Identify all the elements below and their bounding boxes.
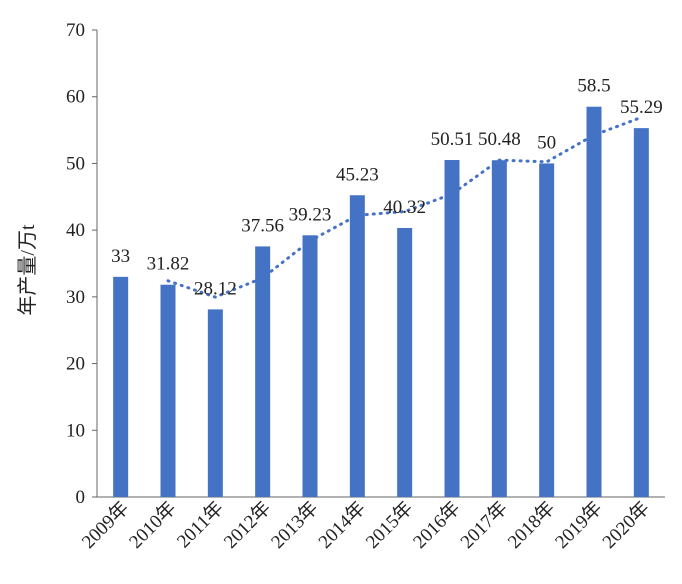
x-tick-label: 2017年 — [456, 497, 512, 553]
data-label-2018年: 50 — [537, 132, 556, 153]
y-tick-label: 10 — [66, 420, 85, 441]
bar-2017年 — [491, 160, 507, 497]
bar-2014年 — [349, 195, 365, 497]
y-axis-title: 年产量/万t — [16, 224, 39, 316]
bar-2015年 — [397, 228, 413, 497]
y-tick-label: 50 — [66, 153, 85, 174]
x-tick-label: 2009年 — [77, 497, 133, 553]
bar-2009年 — [113, 276, 129, 497]
data-label-2015年: 40.32 — [383, 197, 426, 218]
x-tick-label: 2020年 — [598, 497, 654, 553]
bar-2016年 — [444, 160, 460, 498]
y-tick-label: 60 — [66, 87, 85, 108]
bar-2020年 — [633, 128, 649, 497]
data-label-2020年: 55.29 — [620, 97, 663, 118]
data-label-2016年: 50.51 — [431, 129, 474, 150]
data-label-2014年: 45.23 — [336, 164, 379, 185]
y-tick-label: 20 — [66, 354, 85, 375]
y-tick-label: 0 — [76, 487, 86, 508]
y-tick-label: 40 — [66, 220, 85, 241]
data-label-2010年: 31.82 — [147, 254, 190, 275]
trendline — [166, 115, 643, 299]
x-tick-label: 2013年 — [267, 497, 323, 553]
data-label-2009年: 33 — [111, 246, 130, 267]
bar-2012年 — [255, 246, 271, 497]
x-tick-label: 2016年 — [409, 497, 465, 553]
data-label-2011年: 28.12 — [194, 278, 237, 299]
data-label-2013年: 39.23 — [289, 204, 332, 225]
y-tick-label: 30 — [66, 287, 85, 308]
data-label-2019年: 58.5 — [577, 76, 610, 97]
y-axis-ticks: 0 10 20 30 40 50 60 70 — [66, 20, 97, 508]
bars-series — [113, 106, 649, 498]
data-label-2017年: 50.48 — [478, 129, 521, 150]
x-tick-label: 2018年 — [503, 497, 559, 553]
bar-2013年 — [302, 235, 318, 498]
bar-2010年 — [160, 284, 176, 497]
bar-2019年 — [586, 106, 602, 497]
x-tick-label: 2012年 — [219, 497, 275, 553]
x-tick-label: 2019年 — [551, 497, 607, 553]
bar-2018年 — [539, 163, 555, 497]
x-tick-label: 2010年 — [125, 497, 181, 553]
x-tick-label: 2014年 — [314, 497, 370, 553]
x-axis-ticks: 2009年2010年2011年2012年2013年2014年2015年2016年… — [77, 497, 654, 553]
x-tick-label: 2015年 — [361, 497, 417, 553]
data-label-2012年: 37.56 — [241, 215, 284, 236]
x-tick-label: 2011年 — [173, 497, 228, 552]
bar-2011年 — [207, 309, 223, 497]
y-tick-label: 70 — [66, 20, 85, 41]
